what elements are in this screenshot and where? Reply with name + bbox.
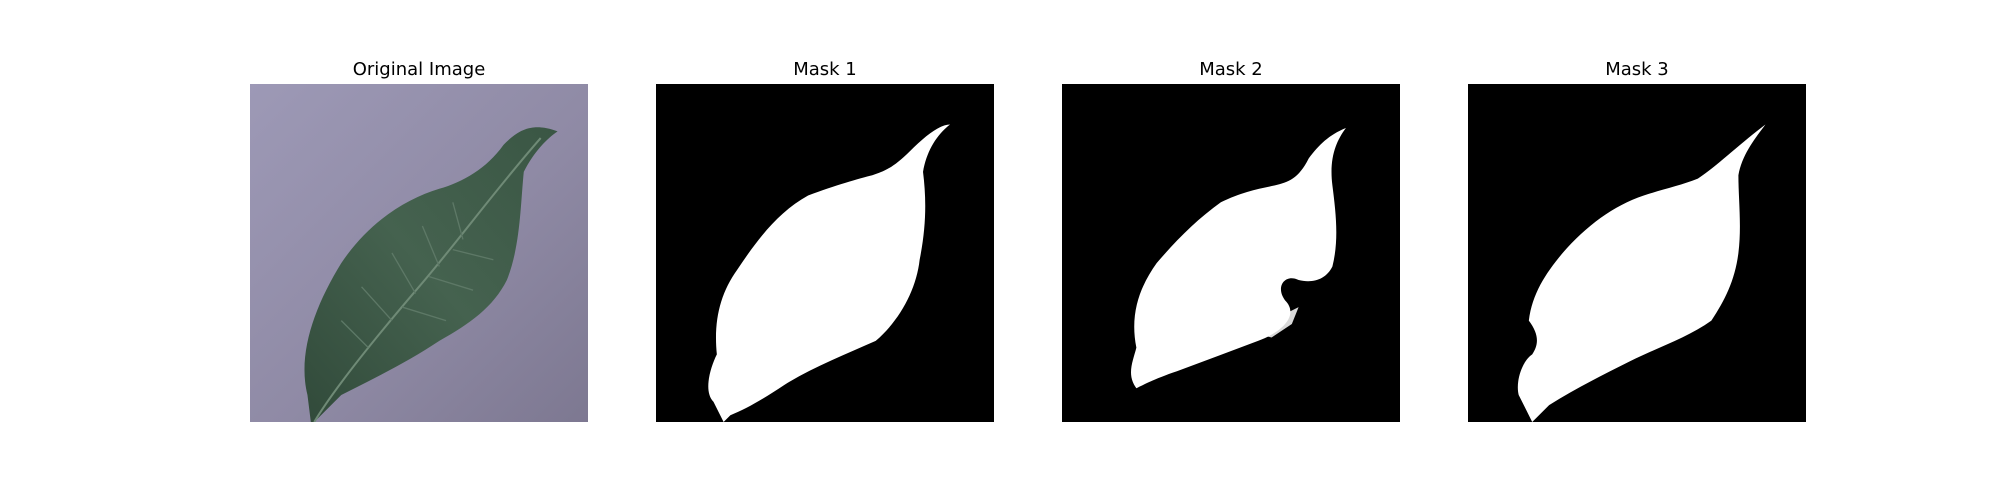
mask-3-leaf-region — [1517, 124, 1766, 422]
mask-2-image — [1062, 84, 1400, 422]
panel-original-image: Original Image — [250, 58, 588, 422]
leaf-midrib — [313, 137, 542, 422]
mask-2-speckle-area — [1258, 307, 1299, 338]
panel-title: Mask 3 — [1605, 59, 1669, 80]
mask-3-image — [1468, 84, 1806, 422]
original-leaf-photo — [250, 84, 588, 422]
mask-1-leaf-region — [708, 124, 951, 422]
panel-mask-1: Mask 1 — [656, 58, 994, 422]
panel-title: Original Image — [352, 59, 486, 80]
mask-2-leaf-region — [1131, 127, 1346, 389]
panel-title: Mask 2 — [1199, 59, 1263, 80]
leaf-veins — [340, 202, 494, 349]
panel-title: Mask 1 — [793, 59, 857, 80]
mask-1-image — [656, 84, 994, 422]
panel-mask-2: Mask 2 — [1062, 58, 1400, 422]
panel-mask-3: Mask 3 — [1468, 58, 1806, 422]
